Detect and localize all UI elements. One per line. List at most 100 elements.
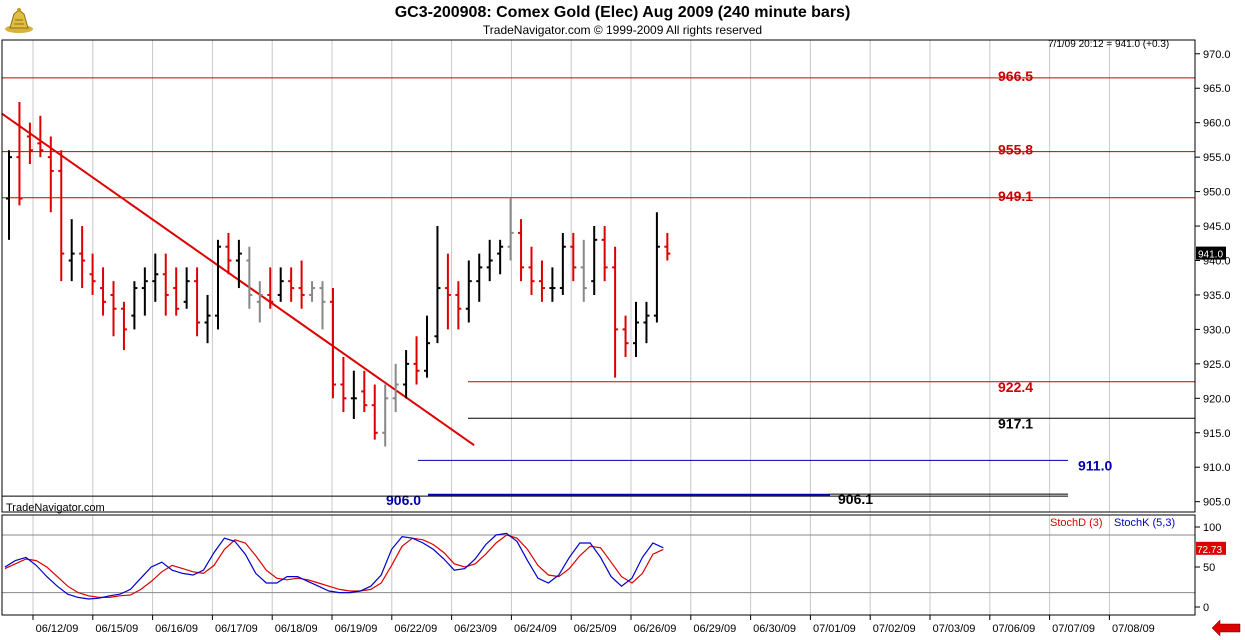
price-tick-label: 945.0: [1203, 221, 1231, 233]
ohlc-bar: [68, 219, 75, 282]
price-tick-label: 970.0: [1203, 49, 1231, 61]
ohlc-bar: [424, 315, 430, 378]
price-tick-label: 925.0: [1203, 359, 1231, 371]
stoch-legend-label: StochK (5,3): [1114, 517, 1175, 529]
ohlc-bar: [215, 239, 221, 330]
ohlc-bar: [350, 370, 357, 419]
ohlc-bar: [120, 301, 127, 351]
stoch-value-label: 72.73: [1197, 545, 1222, 556]
date-label: 06/16/09: [155, 623, 198, 635]
stoch-tick-label: 50: [1203, 562, 1215, 574]
ohlc-bar: [549, 267, 556, 302]
ohlc-bar: [413, 336, 420, 385]
ohlc-bar: [580, 239, 587, 302]
ohlc-bar: [79, 226, 86, 289]
price-tick-label: 930.0: [1203, 324, 1231, 336]
scroll-arrow-icon: [1211, 619, 1241, 637]
stoch-tick-label: 100: [1203, 522, 1221, 534]
quote-readout: 7/1/09 20:12 = 941.0 (+0.3): [1048, 39, 1169, 50]
stoch-tick-label: 0: [1203, 602, 1209, 614]
ohlc-bar: [288, 267, 295, 302]
price-tick-label: 955.0: [1203, 152, 1231, 164]
level-label: 966.5: [998, 68, 1033, 84]
ohlc-bar: [298, 260, 305, 309]
ohlc-bar: [256, 281, 263, 323]
ohlc-bar: [570, 232, 577, 282]
chart-title: GC3-200908: Comex Gold (Elec) Aug 2009 (…: [394, 4, 851, 21]
level-label: 922.4: [998, 379, 1033, 395]
ohlc-bar: [110, 281, 117, 337]
ohlc-bar: [204, 294, 211, 344]
date-label: 06/23/09: [454, 623, 497, 635]
price-tick-label: 950.0: [1203, 187, 1231, 199]
ohlc-bar: [633, 301, 639, 357]
level-label: 906.0: [386, 492, 421, 508]
ohlc-bar: [225, 232, 232, 275]
ohlc-bar: [89, 253, 96, 295]
price-tick-label: 935.0: [1203, 290, 1231, 302]
support-resistance-levels: 966.5 955.8 949.1 922.4 917.1 911.0 906.0 906.1: [2, 68, 1195, 508]
date-label: 06/18/09: [275, 623, 318, 635]
ohlc-bar: [6, 150, 12, 240]
ohlc-bar: [371, 384, 378, 440]
date-label: 06/19/09: [335, 623, 378, 635]
panel-frames: [1, 39, 1196, 616]
date-label: 06/15/09: [95, 623, 138, 635]
ohlc-bar: [434, 226, 441, 344]
ohlc-bar: [235, 239, 242, 289]
level-label: 949.1: [998, 188, 1033, 204]
date-label: 07/08/09: [1112, 623, 1155, 635]
date-label: 06/17/09: [215, 623, 258, 635]
ohlc-bar: [58, 150, 65, 282]
date-label: 06/12/09: [36, 623, 79, 635]
date-label: 07/02/09: [873, 623, 916, 635]
ohlc-bar: [403, 350, 410, 399]
ohlc-bar: [601, 226, 608, 282]
ohlc-bar: [152, 253, 159, 302]
ohlc-bar: [47, 136, 54, 213]
last-price-label: 941.0: [1198, 250, 1223, 261]
price-panel-frame: [1, 39, 1196, 513]
price-tick-label: 920.0: [1203, 393, 1231, 405]
stoch-value-box: [1196, 541, 1226, 555]
ohlc-bar: [622, 315, 629, 357]
date-label: 06/29/09: [693, 623, 736, 635]
ohlc-bar: [16, 102, 23, 206]
ohlc-bar: [538, 260, 545, 302]
ohlc-bar: [246, 246, 253, 309]
date-label: 07/01/09: [813, 623, 856, 635]
ohlc-bar: [131, 281, 138, 330]
ohlc-bar: [194, 267, 201, 337]
price-tick-label: 910.0: [1203, 462, 1231, 474]
price-bars: [6, 102, 671, 447]
ohlc-bar: [643, 301, 650, 344]
date-label: 06/30/09: [753, 623, 796, 635]
ohlc-bar: [183, 267, 190, 309]
trade-navigator-logo: [2, 4, 36, 34]
ohlc-bar: [382, 384, 389, 447]
ohlc-bar: [528, 246, 535, 295]
ohlc-bar: [591, 226, 598, 295]
stoch-line: [4, 532, 664, 600]
ohlc-bar: [319, 281, 326, 330]
ohlc-bar: [476, 253, 483, 302]
ohlc-bar: [329, 288, 336, 399]
price-axis: 905.0910.0915.0920.0925.0930.0935.0940.0…: [1195, 49, 1241, 637]
ohlc-bar: [507, 198, 514, 261]
ohlc-bar: [518, 219, 525, 282]
price-tick-label: 915.0: [1203, 428, 1231, 440]
ohlc-bar: [26, 122, 33, 165]
stoch-line: [4, 534, 664, 599]
ohlc-bar: [141, 267, 148, 316]
ohlc-bar: [455, 281, 462, 330]
date-axis: 06/12/09 06/15/09 06/16/09 06/17/09 06/18/09…: [32, 615, 1155, 635]
stoch-panel-frame: [1, 514, 1196, 616]
ohlc-bar: [612, 246, 619, 378]
stoch-legend-label: StochD (3): [1050, 517, 1103, 529]
last-price-box: [1196, 246, 1226, 260]
stochastic-lines: StochD (3) StochK (5,3): [2, 517, 1195, 600]
price-tick-label: 960.0: [1203, 118, 1231, 130]
ohlc-bar: [173, 267, 180, 316]
ohlc-bar: [162, 253, 169, 316]
date-label: 07/06/09: [992, 623, 1035, 635]
